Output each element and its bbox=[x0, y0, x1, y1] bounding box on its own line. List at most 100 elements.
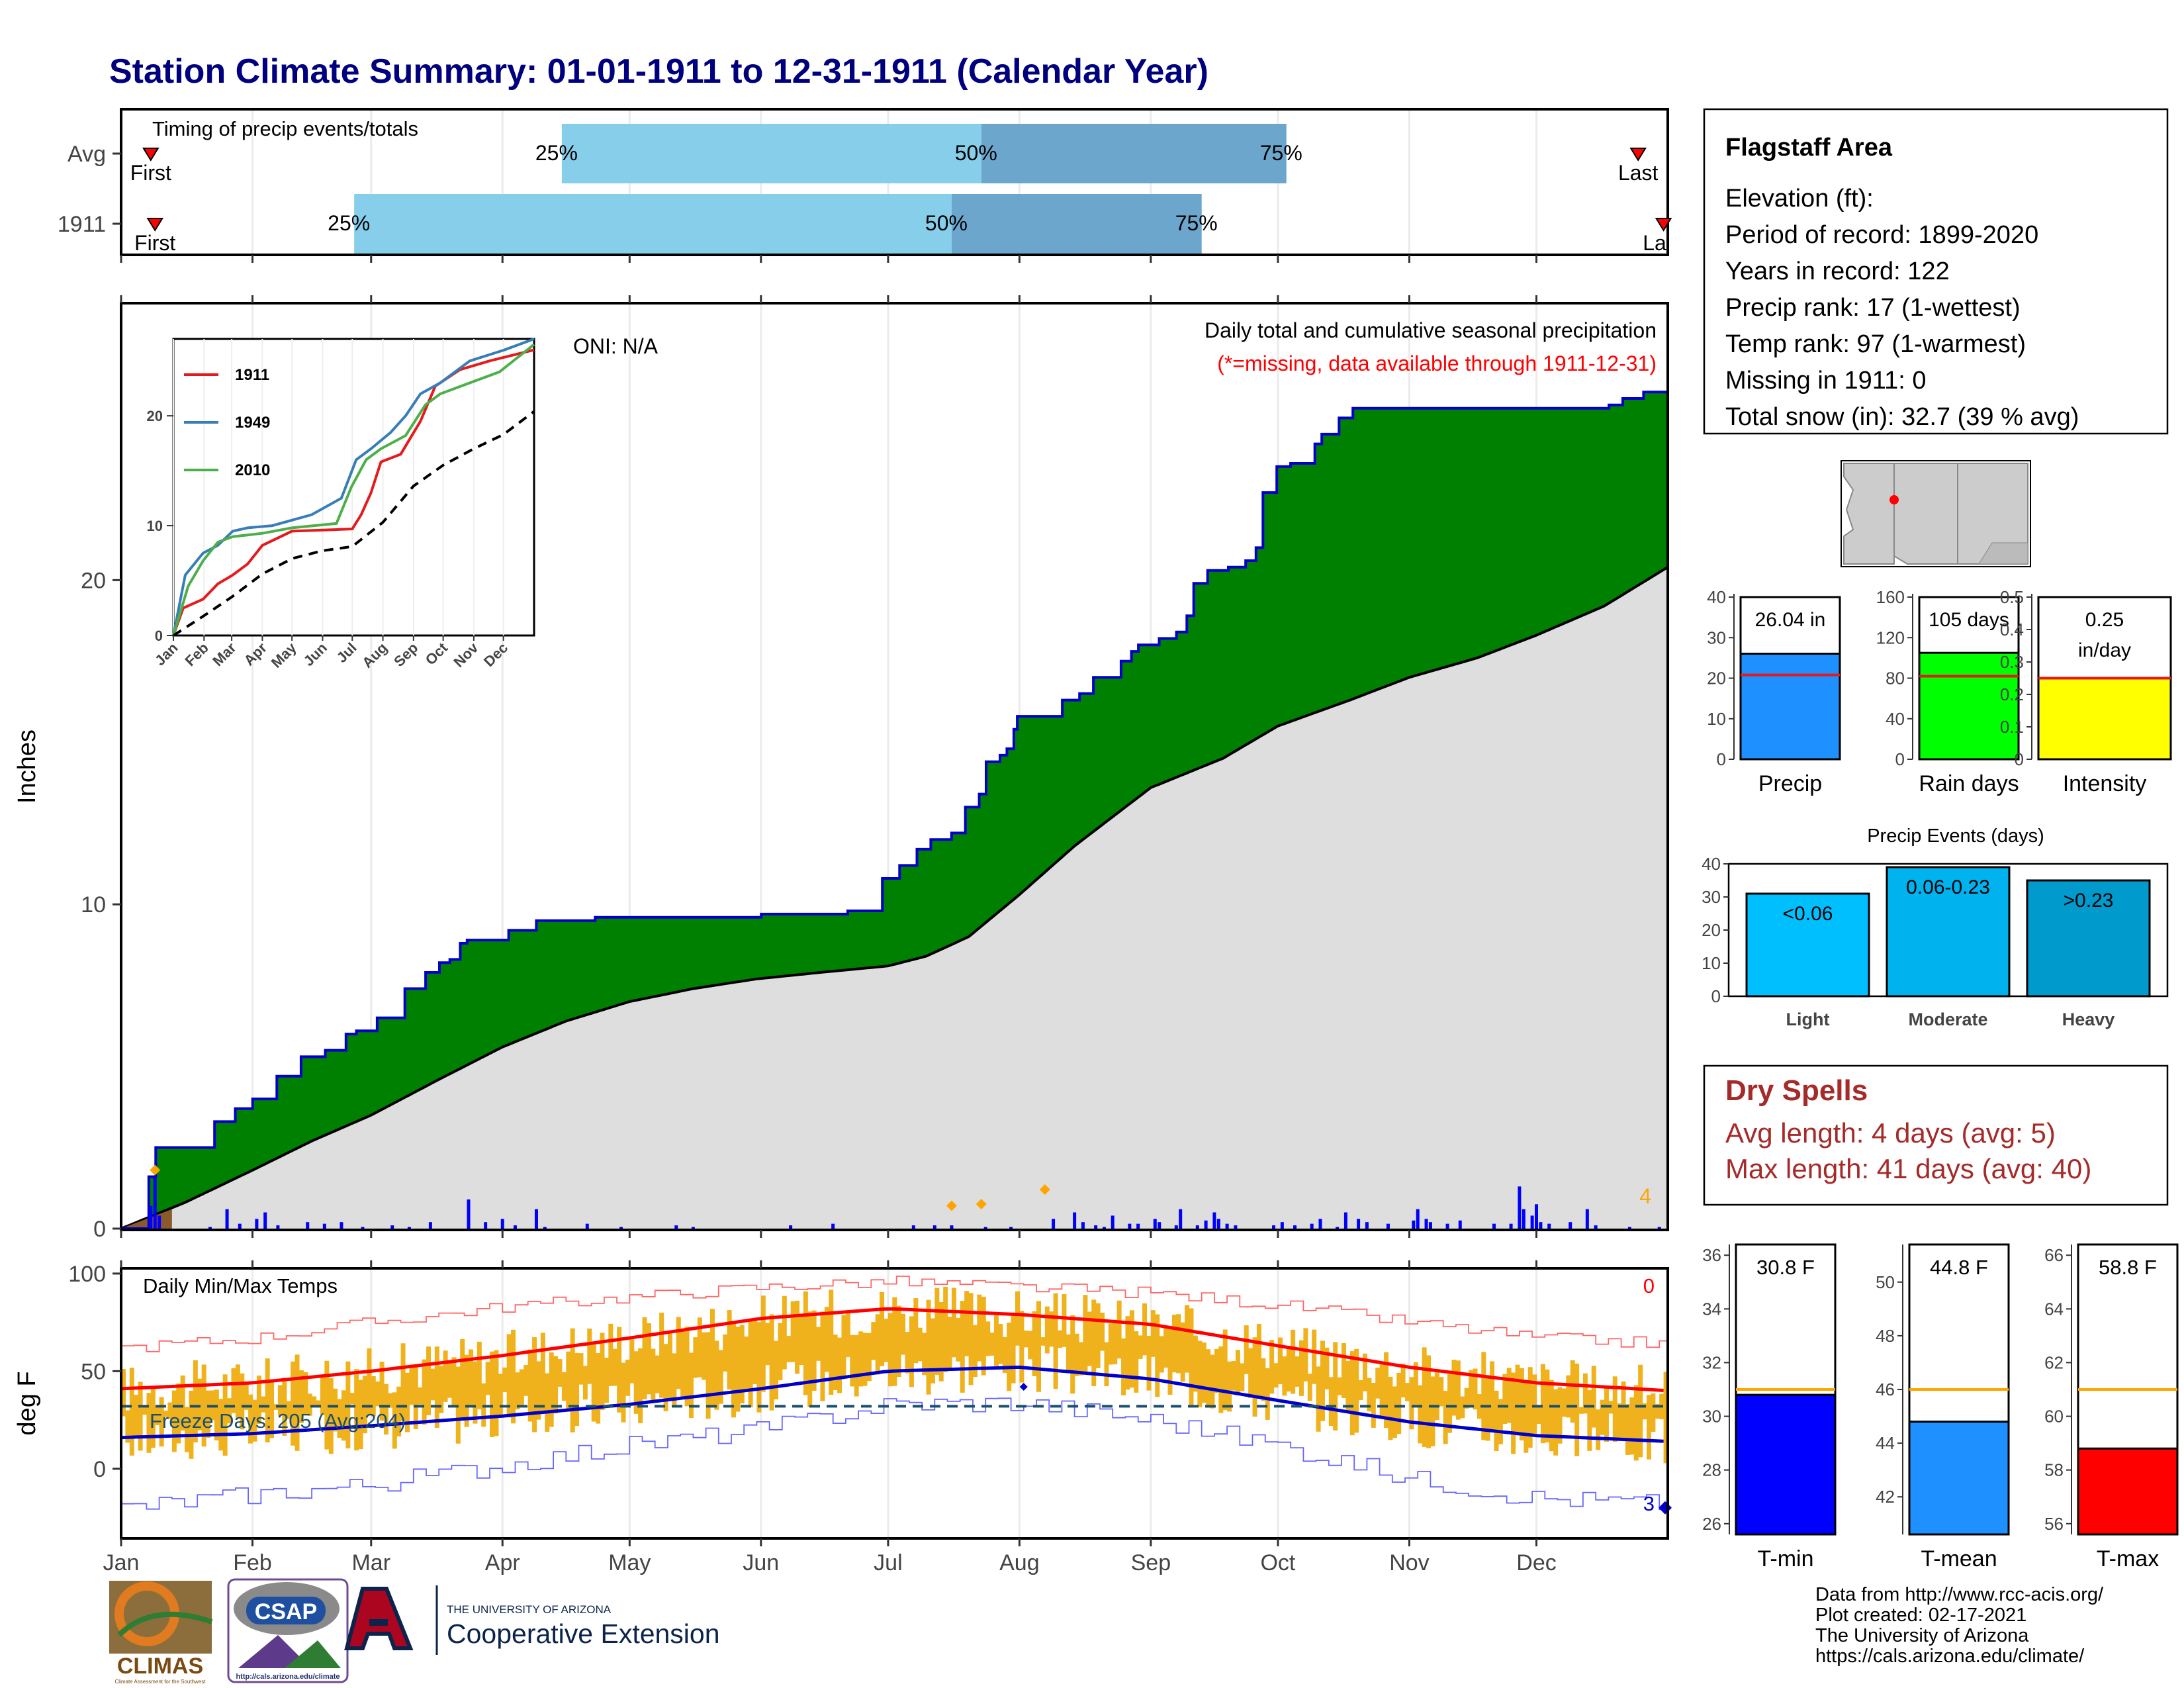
daily-temp-bar bbox=[909, 1316, 914, 1387]
daily-precip-bar bbox=[208, 1227, 212, 1229]
precip-event-range: 0.06-0.23 bbox=[1906, 876, 1990, 898]
daily-temp-bar bbox=[1015, 1291, 1020, 1346]
daily-temp-bar bbox=[1206, 1349, 1211, 1408]
daily-temp-bar bbox=[129, 1368, 134, 1456]
daily-temp-bar bbox=[227, 1398, 232, 1424]
daily-temp-bar bbox=[523, 1365, 529, 1396]
daily-temp-bar bbox=[803, 1291, 808, 1395]
daily-precip-bar bbox=[500, 1219, 504, 1229]
credit-line: https://cals.arizona.edu/climate/ bbox=[1815, 1646, 2085, 1667]
daily-temp-bar bbox=[1578, 1407, 1584, 1414]
daily-precip-bar bbox=[149, 1205, 153, 1229]
daily-temp-bar bbox=[1324, 1347, 1330, 1389]
daily-precip-bar bbox=[1158, 1222, 1161, 1229]
daily-temp-bar bbox=[502, 1367, 508, 1393]
timing-p25-label: 25% bbox=[328, 211, 370, 235]
daily-temp-bar bbox=[1392, 1386, 1397, 1438]
daily-temp-bar bbox=[451, 1357, 457, 1406]
daily-temp-bar bbox=[1244, 1325, 1249, 1374]
daily-precip-bar bbox=[1445, 1223, 1449, 1229]
heavy-precip-marker bbox=[976, 1199, 987, 1210]
daily-temp-bar bbox=[1053, 1293, 1058, 1389]
temp-bar-fill bbox=[2077, 1447, 2179, 1536]
daily-temp-bar bbox=[1604, 1387, 1609, 1442]
temp-panel: Daily Min/Max Temps Freeze Days: 205 (Av… bbox=[13, 1260, 1672, 1575]
daily-temp-bar bbox=[155, 1407, 160, 1425]
daily-temp-bar bbox=[125, 1410, 130, 1443]
daily-temp-bar bbox=[240, 1373, 245, 1430]
timing-p75-label: 75% bbox=[1260, 141, 1302, 165]
daily-temp-bar bbox=[1527, 1367, 1533, 1448]
credit-line: Plot created: 02-17-2021 bbox=[1815, 1605, 2026, 1626]
daily-temp-bar bbox=[303, 1372, 308, 1415]
summary-bar-tick-label: 80 bbox=[1886, 669, 1905, 688]
daily-temp-bar bbox=[892, 1297, 897, 1386]
daily-temp-bar bbox=[443, 1350, 448, 1402]
daily-precip-bar bbox=[1569, 1222, 1572, 1229]
daily-temp-bar bbox=[379, 1362, 385, 1421]
summary-bar-2: 0 0.1 0.2 0.3 0.4 0.5 0.25 in/day Intensity bbox=[2000, 587, 2172, 796]
daily-temp-bar bbox=[989, 1332, 995, 1356]
temp-bar-tick-label: 60 bbox=[2044, 1407, 2064, 1427]
daily-temp-bar bbox=[404, 1372, 410, 1432]
daily-temp-bar bbox=[396, 1386, 402, 1436]
daily-temp-bar bbox=[926, 1299, 931, 1395]
daily-temp-bar bbox=[400, 1343, 406, 1421]
daily-temp-bar bbox=[1341, 1342, 1346, 1398]
daily-temp-bar bbox=[324, 1360, 330, 1450]
daily-temp-bar bbox=[540, 1333, 545, 1412]
daily-temp-bar bbox=[1498, 1399, 1503, 1444]
daily-temp-bar bbox=[1549, 1380, 1554, 1452]
daily-temp-bar bbox=[977, 1294, 982, 1362]
daily-temp-bar bbox=[1100, 1313, 1105, 1351]
month-label: Jun bbox=[743, 1550, 779, 1575]
daily-temp-bar bbox=[214, 1389, 219, 1440]
summary-bar-0: 0 10 20 30 40 26.04 in Precip bbox=[1707, 587, 1841, 796]
daily-temp-bar bbox=[1113, 1319, 1118, 1365]
temp-bar-tick-label: 58 bbox=[2044, 1460, 2064, 1480]
daily-temp-bar bbox=[1121, 1338, 1126, 1395]
first-event-marker bbox=[146, 218, 164, 232]
daily-temp-bar bbox=[667, 1332, 672, 1399]
daily-temp-bar bbox=[723, 1334, 728, 1372]
daily-precip-bar bbox=[1530, 1215, 1534, 1229]
daily-temp-bar bbox=[1625, 1404, 1630, 1455]
daily-temp-bar bbox=[807, 1311, 813, 1407]
daily-temp-bar bbox=[1083, 1295, 1088, 1372]
daily-temp-bar bbox=[714, 1340, 719, 1410]
events-tick-label: 0 bbox=[1711, 986, 1721, 1006]
daily-temp-bar bbox=[490, 1351, 495, 1437]
summary-bar-1: 0 40 80 120 160 105 days Rain days bbox=[1876, 587, 2020, 796]
daily-temp-bar bbox=[388, 1393, 393, 1408]
daily-temp-bar bbox=[362, 1376, 367, 1434]
daily-temp-bar bbox=[566, 1351, 571, 1411]
daily-temp-bar bbox=[1095, 1303, 1101, 1368]
daily-precip-bar bbox=[911, 1225, 915, 1229]
temp-title: Daily Min/Max Temps bbox=[143, 1274, 338, 1297]
daily-temp-bar bbox=[782, 1295, 787, 1370]
daily-temp-bar bbox=[972, 1325, 978, 1378]
daily-temp-bar bbox=[756, 1322, 762, 1413]
daily-temp-bar bbox=[684, 1327, 690, 1407]
daily-temp-bar bbox=[591, 1344, 596, 1422]
daily-temp-bar bbox=[1612, 1376, 1617, 1442]
timing-row-label: Avg bbox=[68, 142, 106, 167]
daily-temp-bar bbox=[1582, 1373, 1588, 1414]
daily-temp-bar bbox=[702, 1332, 707, 1380]
daily-temp-bar bbox=[621, 1362, 626, 1423]
daily-temp-bar bbox=[434, 1346, 439, 1429]
daily-temp-bar bbox=[922, 1333, 927, 1376]
daily-precip-bar bbox=[1225, 1223, 1229, 1229]
daily-temp-bar bbox=[1201, 1342, 1206, 1403]
daily-temp-bar bbox=[887, 1313, 893, 1387]
daily-temp-bar bbox=[1566, 1375, 1571, 1418]
daily-precip-bar bbox=[1128, 1223, 1132, 1229]
daily-precip-bar bbox=[1081, 1222, 1085, 1229]
summary-bar-tick-label: 0.5 bbox=[2000, 587, 2024, 607]
month-label: Nov bbox=[1389, 1550, 1429, 1575]
precip-ytick-label: 0 bbox=[93, 1217, 106, 1242]
daily-precip-bar bbox=[158, 1215, 161, 1229]
daily-precip-bar bbox=[1111, 1215, 1115, 1229]
daily-temp-bar bbox=[201, 1364, 206, 1447]
precip-events-title: Precip Events (days) bbox=[1867, 825, 2044, 847]
